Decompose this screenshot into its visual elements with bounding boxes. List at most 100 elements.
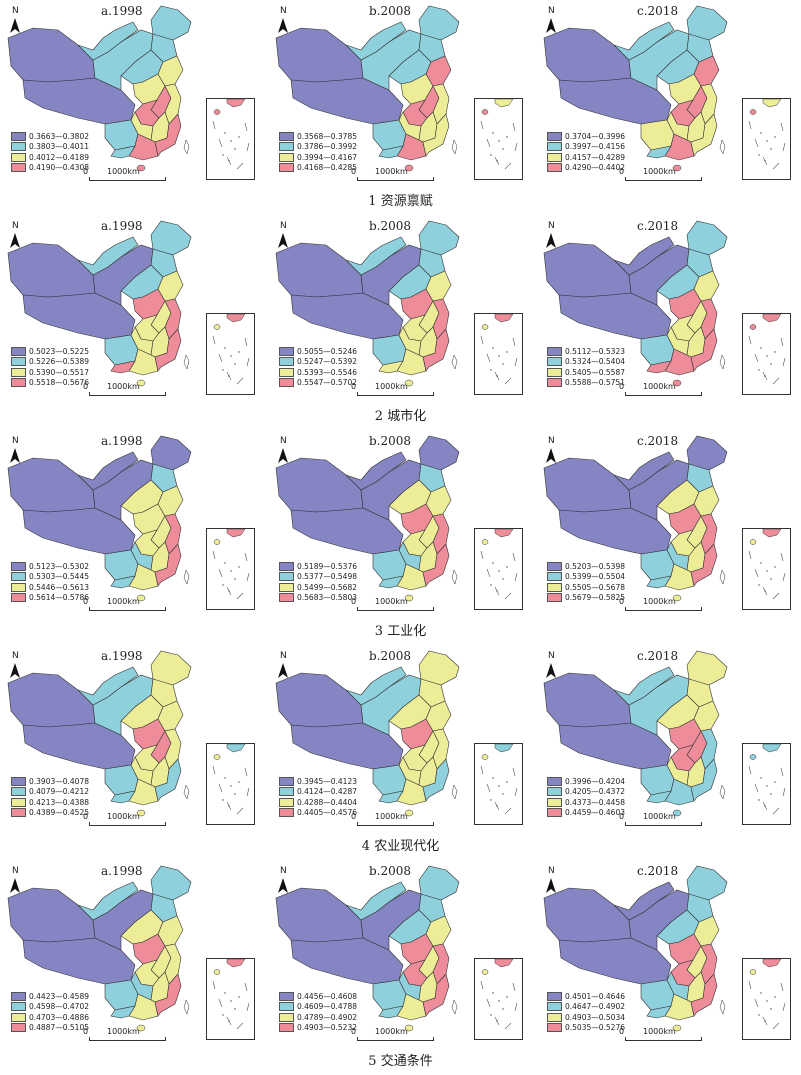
- inset-island-dot: [238, 781, 240, 783]
- north-label: N: [12, 221, 19, 231]
- province-region: [558, 722, 672, 770]
- inset-island-dot: [224, 132, 226, 134]
- china-map: [275, 5, 460, 172]
- legend-swatch: [547, 582, 562, 592]
- inset-island-dot: [498, 355, 500, 357]
- inset-island-dot: [758, 799, 760, 801]
- inset-coast-region: [762, 98, 782, 108]
- legend-swatch: [547, 1012, 562, 1022]
- legend-item: 0.4079—0.4212: [11, 787, 89, 798]
- inset-hainan: [481, 109, 489, 115]
- inset-island-dot: [490, 369, 492, 371]
- inset-map: [212, 313, 250, 385]
- legend-label: 0.4290—0.4402: [565, 163, 625, 173]
- china-map: [275, 865, 460, 1032]
- map-legend: 0.5203—0.5398 0.5399—0.5504 0.5505—0.5678 0…: [547, 561, 625, 603]
- legend-swatch: [547, 776, 562, 786]
- inset-boundary-dashes: [212, 550, 250, 600]
- south-china-sea-inset: [742, 743, 791, 825]
- province-region: [690, 543, 718, 587]
- legend-label: 0.5226—0.5389: [29, 357, 89, 367]
- taiwan-island: [719, 784, 726, 800]
- inset-hainan: [481, 969, 489, 975]
- legend-item: 0.3786—0.3992: [279, 142, 357, 153]
- inset-island-dot: [230, 570, 232, 572]
- legend-item: 0.4459—0.4603: [547, 808, 625, 819]
- province-region: [275, 27, 364, 83]
- inset-map: [480, 743, 518, 815]
- legend-swatch: [11, 346, 26, 356]
- scale-line: [89, 607, 166, 611]
- scale-zero: 0: [83, 597, 89, 606]
- figure-row: a.1998 N 0.4423—0.4589 0.4598—0.4702 0.4703—…: [0, 860, 801, 1075]
- legend-item: 0.4389—0.4525: [11, 808, 89, 819]
- legend-swatch: [11, 776, 26, 786]
- legend-label: 0.4598—0.4702: [29, 1002, 89, 1012]
- inset-map: [212, 98, 250, 170]
- inset-hainan: [213, 969, 221, 975]
- inset-island-dot: [222, 584, 224, 586]
- legend-item: 0.4124—0.4287: [279, 787, 357, 798]
- legend-swatch: [279, 593, 294, 603]
- legend-item: 0.5247—0.5392: [279, 357, 357, 368]
- legend-swatch: [547, 131, 562, 141]
- scale-line: [89, 392, 166, 396]
- inset-island-dot: [502, 148, 504, 150]
- legend-label: 0.5547—0.5702: [297, 378, 357, 388]
- province-region: [543, 27, 632, 83]
- china-map: [7, 435, 192, 602]
- inset-island-dot: [492, 132, 494, 134]
- inset-island-dot: [228, 590, 230, 592]
- panel-title: b.2008: [369, 864, 412, 878]
- inset-boundary-dashes: [748, 335, 786, 385]
- scale-line: [357, 392, 434, 396]
- legend-label: 0.5189—0.5376: [297, 561, 357, 571]
- legend-item: 0.4190—0.4308: [11, 163, 89, 174]
- north-label: N: [548, 436, 555, 446]
- inset-coast-region: [494, 313, 514, 323]
- inset-coast-region: [494, 743, 514, 753]
- scale-line: [357, 607, 434, 611]
- province-region: [7, 457, 96, 513]
- inset-island-dot: [222, 1014, 224, 1016]
- inset-island-dot: [774, 781, 776, 783]
- legend-swatch: [279, 572, 294, 582]
- legend-label: 0.3945—0.4123: [297, 776, 357, 786]
- legend-swatch: [547, 357, 562, 367]
- legend-swatch: [279, 991, 294, 1001]
- legend-item: 0.4598—0.4702: [11, 1002, 89, 1013]
- province-region: [422, 973, 450, 1017]
- inset-island-dot: [774, 996, 776, 998]
- legend-label: 0.4405—0.4576: [297, 808, 357, 818]
- inset-island-dot: [760, 992, 762, 994]
- legend-label: 0.3803—0.4011: [29, 142, 89, 152]
- legend-swatch: [279, 152, 294, 162]
- province-region: [275, 887, 364, 943]
- scale-line: [89, 177, 166, 181]
- north-arrow: N: [7, 221, 25, 251]
- province-region: [613, 236, 675, 276]
- hainan-island: [404, 379, 414, 387]
- inset-island-dot: [502, 578, 504, 580]
- legend-item: 0.3945—0.4123: [279, 776, 357, 787]
- panel-title: c.2018: [637, 219, 679, 233]
- legend-label: 0.4389—0.4525: [29, 808, 89, 818]
- panel-title: a.1998: [101, 864, 143, 878]
- south-china-sea-inset: [742, 528, 791, 610]
- province-region: [275, 457, 364, 513]
- south-china-sea-inset: [206, 743, 255, 825]
- hainan-island: [672, 594, 682, 602]
- legend-label: 0.4012—0.4189: [29, 152, 89, 162]
- legend-label: 0.3663—0.3802: [29, 131, 89, 141]
- legend-label: 0.5614—0.5786: [29, 593, 89, 603]
- province-region: [110, 1005, 136, 1019]
- map-panel: b.2008 N 0.3945—0.4123 0.4124—0.4287 0.4288—…: [271, 645, 533, 835]
- province-region: [77, 666, 139, 706]
- province-region: [646, 575, 672, 589]
- scale-line: [625, 1037, 702, 1041]
- legend-label: 0.5518—0.5676: [29, 378, 89, 388]
- province-region: [543, 887, 632, 943]
- north-arrow-icon: [546, 448, 556, 463]
- province-region: [345, 881, 407, 921]
- taiwan-island: [183, 354, 190, 370]
